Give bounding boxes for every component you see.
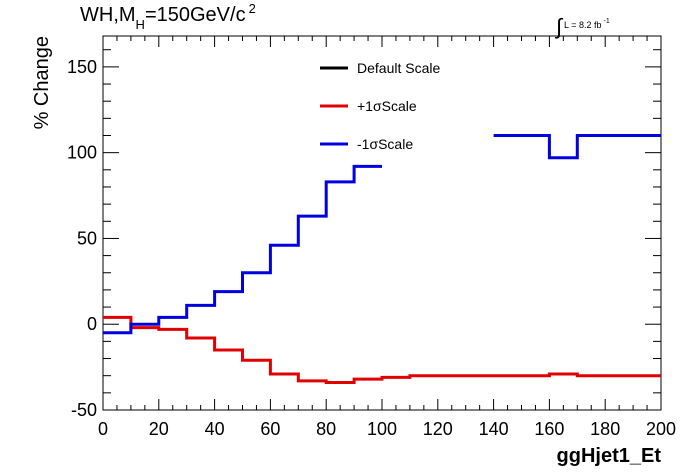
y-tick-label: 0 <box>87 314 97 334</box>
y-tick-label: 150 <box>67 57 97 77</box>
title-main: WH,M <box>80 4 136 26</box>
x-tick-label: 20 <box>149 419 169 439</box>
title-rest: =150GeV/c <box>144 4 246 26</box>
luminosity-label: ∫ L = 8.2 fb -1 <box>556 8 610 39</box>
x-tick-label: 120 <box>423 419 453 439</box>
series-line-1 <box>103 315 661 385</box>
integral-symbol: ∫ <box>556 14 563 39</box>
x-tick-label: 180 <box>590 419 620 439</box>
series-line-2 <box>103 134 661 335</box>
y-tick-label: 100 <box>67 143 97 163</box>
x-tick-label: 40 <box>205 419 225 439</box>
x-tick-label: 60 <box>260 419 280 439</box>
x-tick-label: 160 <box>534 419 564 439</box>
y-tick-label: 50 <box>77 228 97 248</box>
y-tick-label: -50 <box>71 400 97 420</box>
x-tick-label: 140 <box>479 419 509 439</box>
x-axis-label: ggHjet1_Et <box>557 445 662 467</box>
x-tick-label: 0 <box>98 419 108 439</box>
chart-title: WH,MH=150GeV/c 2 <box>80 1 256 32</box>
legend-label: -1σScale <box>357 136 413 152</box>
legend-label: Default Scale <box>357 60 440 76</box>
y-axis-label: % Change <box>31 36 53 129</box>
title-subscript: H <box>135 17 145 32</box>
luminosity-text: L = 8.2 fb <box>564 20 602 30</box>
x-tick-label: 200 <box>646 419 676 439</box>
x-tick-label: 100 <box>367 419 397 439</box>
plot-frame <box>102 35 662 411</box>
legend-label: +1σScale <box>357 98 417 114</box>
title-superscript: 2 <box>248 1 256 16</box>
x-tick-label: 80 <box>316 419 336 439</box>
luminosity-exponent: -1 <box>603 18 610 25</box>
